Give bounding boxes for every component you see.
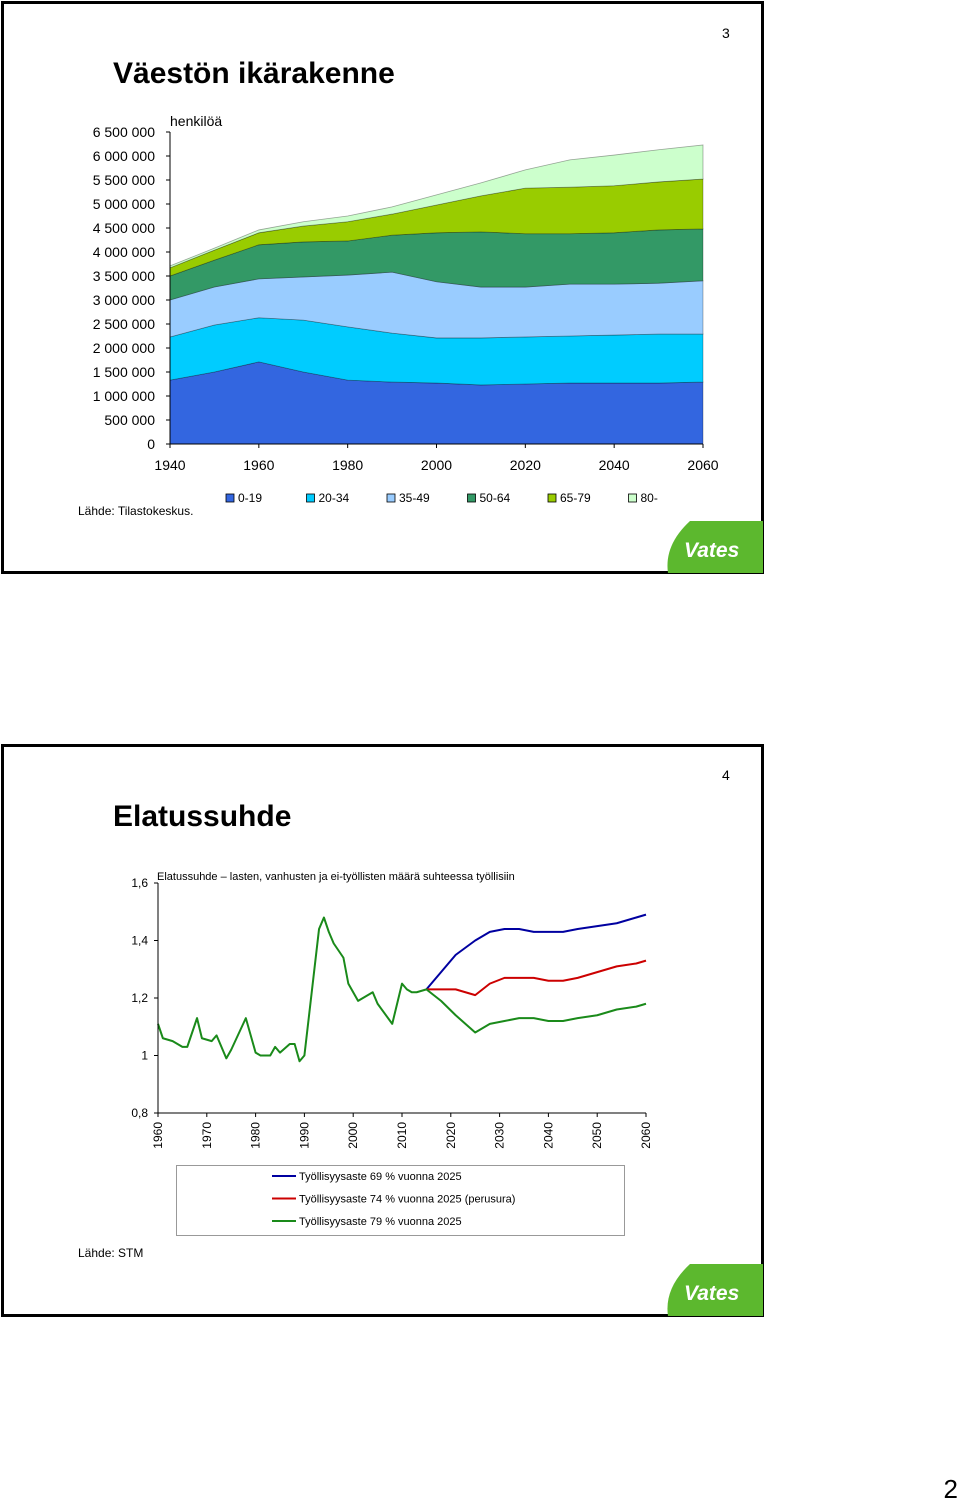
y-tick-label: 1 — [141, 1049, 148, 1063]
y-tick-label: 2 000 000 — [93, 340, 155, 356]
x-tick-label: 2020 — [510, 457, 541, 473]
area — [169, 144, 704, 269]
x-tick-label: 2040 — [541, 1122, 555, 1149]
y-tick-label: 4 000 000 — [93, 244, 155, 260]
legend-label: 50-64 — [480, 491, 511, 505]
legend-swatch — [386, 493, 396, 503]
logo-shape — [667, 521, 763, 573]
y-tick-label: 5 000 000 — [93, 196, 155, 212]
y-axis-label: henkilöä — [170, 113, 222, 129]
chart-title: Elatussuhde – lasten, vanhusten ja ei-ty… — [157, 871, 515, 883]
x-tick-label: 2000 — [421, 457, 452, 473]
x-tick-label: 1980 — [249, 1122, 263, 1149]
y-tick-label: 6 000 000 — [93, 148, 155, 164]
x-tick-label: 2010 — [395, 1122, 409, 1149]
y-tick-label: 0,8 — [131, 1106, 148, 1120]
slide-title: Väestön ikärakenne — [113, 57, 395, 90]
x-tick-label: 1990 — [297, 1122, 311, 1149]
legend-label: 0-19 — [238, 491, 262, 505]
slide-title: Elatussuhde — [113, 800, 291, 833]
y-tick-label: 1,4 — [131, 934, 148, 948]
y-tick-label: 4 500 000 — [93, 220, 155, 236]
y-tick-label: 6 500 000 — [93, 124, 155, 140]
logo-text: Vates — [684, 539, 739, 562]
x-tick-label: 1980 — [332, 457, 363, 473]
line — [425, 913, 647, 991]
area — [169, 228, 704, 301]
logo: Vates — [667, 1264, 763, 1316]
legend-swatch — [547, 493, 557, 503]
legend-label: Työllisyysaste 79 % vuonna 2025 — [299, 1216, 462, 1228]
legend-swatch — [628, 493, 637, 503]
legend-label: 65-79 — [560, 491, 591, 505]
x-tick-label: 2030 — [493, 1122, 507, 1149]
y-tick-label: 2 500 000 — [93, 316, 155, 332]
line — [157, 916, 647, 1063]
x-tick-label: 2060 — [687, 457, 718, 473]
x-tick-label: 2060 — [639, 1122, 653, 1149]
line — [426, 959, 647, 997]
y-tick-label: 3 000 000 — [93, 292, 155, 308]
slide-number: 3 — [722, 25, 730, 41]
legend-label: Työllisyysaste 69 % vuonna 2025 — [299, 1171, 462, 1183]
legend-label: 20-34 — [319, 491, 350, 505]
legend-swatch — [306, 493, 315, 503]
y-tick-label: 0 — [147, 436, 155, 452]
legend-label: 35-49 — [399, 491, 430, 505]
page-number: 2 — [944, 1474, 958, 1501]
x-tick-label: 1960 — [151, 1122, 165, 1149]
legend-swatch — [467, 493, 476, 503]
y-tick-label: 5 500 000 — [93, 172, 155, 188]
legend-swatch — [225, 493, 235, 503]
legend-label: Työllisyysaste 74 % vuonna 2025 (perusur… — [299, 1194, 515, 1206]
x-tick-label: 1940 — [154, 457, 185, 473]
slide-number: 4 — [722, 767, 730, 783]
area — [169, 178, 704, 277]
y-tick-label: 3 500 000 — [93, 268, 155, 284]
x-tick-label: 2040 — [599, 457, 630, 473]
y-tick-label: 1 500 000 — [93, 364, 155, 380]
x-tick-label: 2050 — [590, 1122, 604, 1149]
logo: Vates — [667, 521, 763, 573]
source: Lähde: STM — [78, 1246, 143, 1260]
x-tick-label: 1960 — [243, 457, 274, 473]
logo-shape — [667, 1264, 763, 1316]
x-tick-label: 2020 — [444, 1122, 458, 1149]
logo-text: Vates — [684, 1282, 739, 1305]
y-tick-label: 1,6 — [131, 876, 148, 890]
y-tick-label: 1 000 000 — [93, 388, 155, 404]
legend-box — [176, 1165, 625, 1236]
y-tick-label: 1,2 — [131, 991, 148, 1005]
legend-label: 80- — [641, 491, 658, 505]
x-tick-label: 2000 — [346, 1122, 360, 1149]
x-tick-label: 1970 — [200, 1122, 214, 1149]
y-tick-label: 500 000 — [104, 412, 155, 428]
source: Lähde: Tilastokeskus. — [78, 504, 193, 518]
